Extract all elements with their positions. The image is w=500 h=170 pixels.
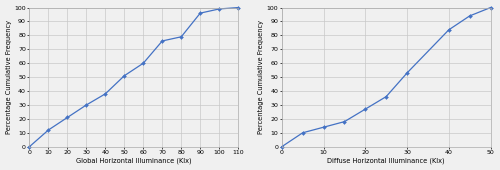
X-axis label: Diffuse Horizontal Illuminance (Klx): Diffuse Horizontal Illuminance (Klx) — [328, 158, 445, 164]
Y-axis label: Percentage Cumulative Frequency: Percentage Cumulative Frequency — [258, 20, 264, 134]
Y-axis label: Percentage Cumulative Frequency: Percentage Cumulative Frequency — [6, 20, 12, 134]
X-axis label: Global Horizontal Illuminance (Klx): Global Horizontal Illuminance (Klx) — [76, 158, 192, 164]
